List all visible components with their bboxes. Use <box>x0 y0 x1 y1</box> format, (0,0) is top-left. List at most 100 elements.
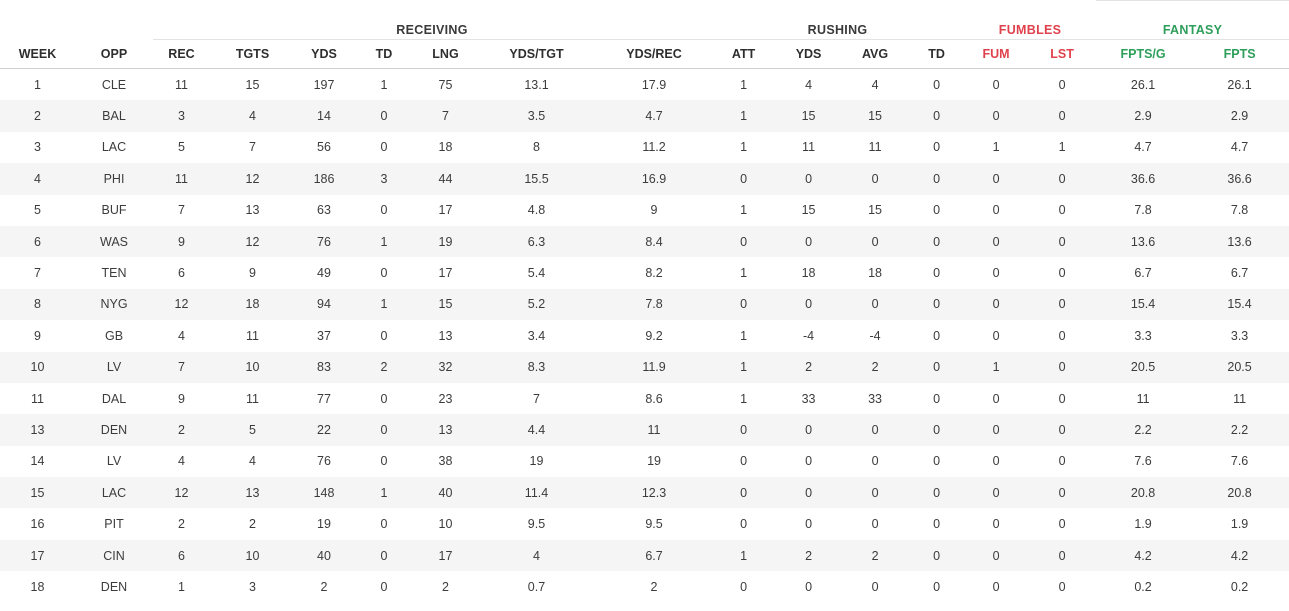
cell-rec: 11 <box>153 163 210 195</box>
cell-opp: DEN <box>100 579 128 594</box>
cell-fpts-per-game: 2.9 <box>1096 100 1191 132</box>
cell-rush-td: 0 <box>933 266 941 281</box>
cell-yds-per-tgt: 4.8 <box>527 203 546 218</box>
cell-yds-per-rec: 8.4 <box>597 225 712 258</box>
column-header-yds-per-rec[interactable]: YDS/REC <box>597 39 712 69</box>
table-row: 18 DEN 1 3 2 0 2 0.7 2 0 0 0 0 0 0 0.2 0.2 <box>0 571 1289 602</box>
cell-rec: 4 <box>178 328 185 343</box>
column-header-week[interactable]: WEEK <box>0 39 75 69</box>
table-row: 8 NYG 12 18 94 1 15 5.2 7.8 0 0 0 0 0 0 15.4 15.4 <box>0 288 1289 321</box>
column-header-avg[interactable]: AVG <box>841 39 910 69</box>
cell-rush-yds: 11 <box>802 140 816 155</box>
column-header-tgts[interactable]: TGTS <box>210 39 295 69</box>
column-header-rec-td[interactable]: TD <box>353 39 415 69</box>
cell-rec: 9 <box>153 225 210 258</box>
cell-fpts-per-game: 4.7 <box>1134 140 1152 155</box>
cell-fpts: 15.4 <box>1190 288 1289 321</box>
column-header-fpts[interactable]: FPTS <box>1190 39 1289 69</box>
cell-rec-yds: 148 <box>295 477 353 509</box>
cell-lng: 7 <box>415 100 476 132</box>
cell-week: 2 <box>0 100 75 132</box>
column-header-fpts-per-game[interactable]: FPTS/G <box>1096 39 1191 69</box>
cell-opp: TEN <box>101 266 127 281</box>
cell-lng: 18 <box>438 140 453 155</box>
cell-fpts-per-game: 20.8 <box>1096 477 1191 509</box>
cell-week: 3 <box>34 140 41 155</box>
cell-rush-yds: 2 <box>776 539 842 572</box>
cell-yds-per-rec: 9.2 <box>645 328 663 343</box>
column-header-rush-td[interactable]: TD <box>909 39 965 69</box>
group-header-fumbles: FUMBLES <box>964 0 1097 40</box>
column-header-att[interactable]: ATT <box>711 39 777 69</box>
column-header-lst[interactable]: LST <box>1028 39 1097 69</box>
cell-opp: LV <box>75 351 153 383</box>
cell-yds-per-tgt: 0.7 <box>527 579 546 594</box>
column-header-lng[interactable]: LNG <box>415 39 476 69</box>
cell-week: 6 <box>0 225 75 258</box>
cell-rush-td: 0 <box>933 77 941 92</box>
cell-lst: 0 <box>1028 351 1097 383</box>
cell-fpts: 20.5 <box>1190 351 1289 383</box>
cell-rush-yds: 0 <box>805 579 813 594</box>
cell-lst: 0 <box>1028 414 1097 446</box>
cell-fpts-per-game: 11 <box>1136 391 1150 406</box>
cell-yds-per-rec: 12.3 <box>597 477 712 509</box>
table-row: 4 PHI 11 12 186 3 44 15.5 16.9 0 0 0 0 0 0 36.6 36.6 <box>0 163 1289 195</box>
cell-rec-yds: 94 <box>295 288 353 321</box>
cell-rec: 6 <box>178 266 185 281</box>
cell-tgts: 3 <box>249 579 256 594</box>
cell-tgts: 13 <box>245 203 260 218</box>
cell-rec-td: 0 <box>380 203 388 218</box>
cell-rec-td: 0 <box>380 579 388 594</box>
cell-lng: 13 <box>415 414 476 446</box>
cell-yds-per-rec: 9.5 <box>645 517 663 532</box>
cell-rec: 2 <box>153 414 210 446</box>
cell-week: 11 <box>31 391 44 406</box>
column-header-fum[interactable]: FUM <box>964 39 1029 69</box>
cell-week: 17 <box>0 539 75 572</box>
cell-lng: 75 <box>438 77 453 92</box>
cell-fpts: 1.9 <box>1230 517 1249 532</box>
table-row: 7 TEN 6 9 49 0 17 5.4 8.2 1 18 18 0 0 0 6.7 6.7 <box>0 257 1289 288</box>
group-header-rushing: RUSHING <box>711 0 965 40</box>
column-header-opp[interactable]: OPP <box>75 39 153 69</box>
cell-opp: PIT <box>104 517 124 532</box>
cell-tgts: 12 <box>210 163 295 195</box>
cell-opp: LAC <box>101 140 127 155</box>
column-header-rec-yds[interactable]: YDS <box>295 39 353 69</box>
cell-rec-yds: 76 <box>295 225 353 258</box>
cell-yds-per-rec: 19 <box>647 454 661 469</box>
cell-avg: 18 <box>868 266 882 281</box>
cell-lng: 15 <box>415 288 476 321</box>
cell-lng: 13 <box>438 328 453 343</box>
cell-rush-td: 0 <box>933 579 941 594</box>
cell-yds-per-tgt: 6.3 <box>476 225 597 258</box>
cell-att: 0 <box>711 288 777 321</box>
cell-att: 0 <box>740 579 748 594</box>
column-header-yds-per-tgt[interactable]: YDS/TGT <box>476 39 597 69</box>
cell-rec-td: 2 <box>353 351 415 383</box>
cell-week: 13 <box>0 414 75 446</box>
cell-rush-td: 0 <box>909 351 965 383</box>
cell-rec-yds: 14 <box>295 100 353 132</box>
column-header-rec[interactable]: REC <box>153 39 210 69</box>
cell-rush-yds: 0 <box>805 517 813 532</box>
table-body: 1 CLE 11 15 197 1 75 13.1 17.9 1 4 4 0 0 0 26.1 26.1 2 BAL… <box>0 69 1289 603</box>
cell-fpts: 11 <box>1233 391 1247 406</box>
cell-rec: 1 <box>178 579 185 594</box>
cell-avg: 15 <box>841 100 910 132</box>
cell-rec-td: 0 <box>380 517 388 532</box>
table-row: 17 CIN 6 10 40 0 17 4 6.7 1 2 2 0 0 0 4.2 4.2 <box>0 539 1289 572</box>
cell-yds-per-rec: 9 <box>650 203 658 218</box>
cell-fum: 0 <box>964 288 1029 321</box>
cell-tgts: 5 <box>210 414 295 446</box>
cell-avg: 0 <box>841 288 910 321</box>
cell-fpts: 3.3 <box>1230 328 1249 343</box>
cell-rec: 12 <box>153 477 210 509</box>
cell-opp: CIN <box>75 539 153 572</box>
cell-rec-td: 0 <box>380 266 388 281</box>
cell-rec-td: 1 <box>380 77 388 92</box>
column-header-rush-yds[interactable]: YDS <box>776 39 842 69</box>
cell-yds-per-tgt: 8 <box>533 140 540 155</box>
